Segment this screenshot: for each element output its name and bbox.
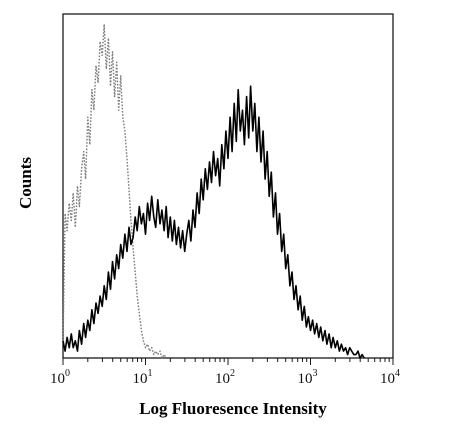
- control-histogram-line: [62, 23, 167, 359]
- x-tick-label: 103: [298, 368, 318, 387]
- x-axis-title: Log Fluoresence Intensity: [139, 399, 327, 418]
- x-tick-label: 104: [380, 368, 400, 387]
- x-tick-label: 102: [215, 368, 235, 387]
- x-tick-label: 101: [133, 368, 153, 387]
- stained-histogram-line: [62, 85, 365, 359]
- x-tick-label: 100: [50, 368, 70, 387]
- x-axis-ticks: [62, 358, 394, 365]
- x-axis-tick-labels: 100 101 102 103 104: [50, 368, 400, 387]
- y-axis-title: Counts: [16, 157, 35, 209]
- plot-area-border: [62, 13, 394, 359]
- series-layer: [62, 23, 365, 359]
- plot-frame: [62, 13, 394, 359]
